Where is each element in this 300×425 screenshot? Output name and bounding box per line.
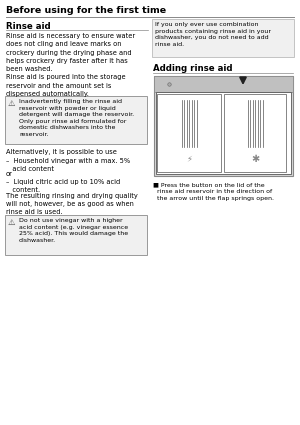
Text: Do not use vinegar with a higher
acid content (e.g. vinegar essence
25% acid). T: Do not use vinegar with a higher acid co… (19, 218, 128, 243)
FancyBboxPatch shape (5, 215, 147, 255)
Text: –  Liquid citric acid up to 10% acid
   content.: – Liquid citric acid up to 10% acid cont… (6, 179, 120, 193)
FancyBboxPatch shape (152, 19, 294, 57)
Text: ⚠: ⚠ (8, 99, 16, 108)
FancyBboxPatch shape (5, 96, 147, 144)
FancyBboxPatch shape (154, 76, 293, 176)
Text: The resulting rinsing and drying quality
will not, however, be as good as when
r: The resulting rinsing and drying quality… (6, 193, 138, 215)
Text: ✱: ✱ (251, 154, 259, 164)
Text: If you only ever use combination
products containing rinse aid in your
dishwashe: If you only ever use combination product… (155, 22, 271, 47)
Text: ■ Press the button on the lid of the
  rinse aid reservoir in the direction of
 : ■ Press the button on the lid of the rin… (153, 182, 274, 201)
Text: Alternatively, it is possible to use: Alternatively, it is possible to use (6, 149, 117, 155)
Text: Rinse aid is necessary to ensure water
does not cling and leave marks on
crocker: Rinse aid is necessary to ensure water d… (6, 33, 135, 97)
Text: or: or (6, 171, 13, 177)
Text: Before using for the first time: Before using for the first time (6, 6, 166, 14)
Text: ⚠: ⚠ (8, 218, 16, 227)
Text: –  Household vinegar with a max. 5%
   acid content: – Household vinegar with a max. 5% acid … (6, 158, 130, 172)
Text: Inadvertently filling the rinse aid
reservoir with powder or liquid
detergent wi: Inadvertently filling the rinse aid rese… (19, 99, 134, 137)
FancyBboxPatch shape (156, 92, 291, 174)
Text: Adding rinse aid: Adding rinse aid (153, 64, 232, 73)
Text: ⚡: ⚡ (186, 154, 192, 163)
FancyBboxPatch shape (224, 94, 286, 172)
FancyBboxPatch shape (154, 76, 293, 92)
FancyBboxPatch shape (157, 94, 221, 172)
Text: Rinse aid: Rinse aid (6, 22, 51, 31)
